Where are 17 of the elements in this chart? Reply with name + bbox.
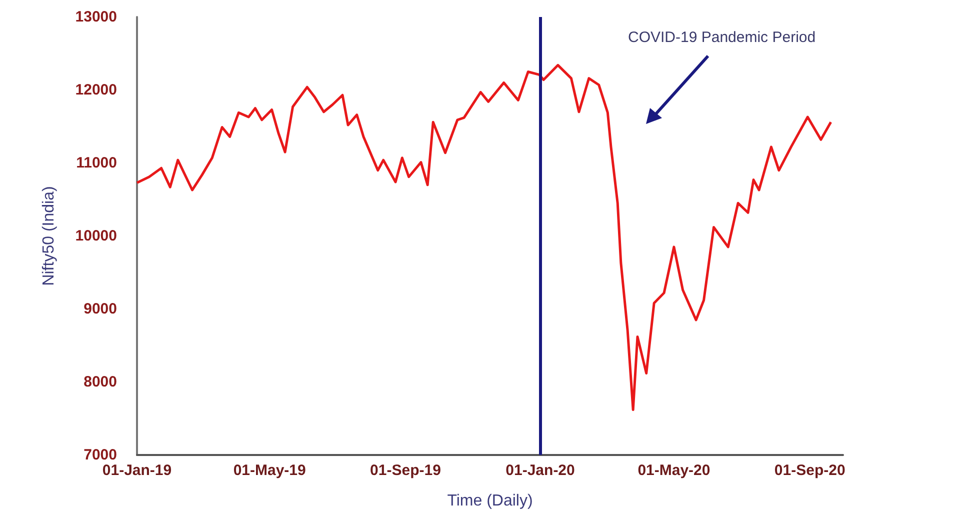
y-axis-title: Nifty50 (India)	[40, 186, 58, 286]
line-series	[136, 64, 832, 411]
x-tick-label: 01-May-19	[233, 462, 306, 479]
x-axis-title: Time (Daily)	[447, 492, 533, 510]
x-tick-label: 01-Sep-19	[370, 462, 441, 479]
y-tick-label: 10000	[75, 228, 117, 244]
y-tick-label: 13000	[75, 8, 117, 26]
y-tick-label: 9000	[84, 300, 117, 318]
annotation: COVID-19 Pandemic Period	[628, 29, 816, 46]
x-tick-label: 01-Jan-20	[506, 462, 575, 479]
x-tick-label: 01-May-20	[638, 462, 710, 479]
y-tick-label: 11000	[76, 154, 117, 172]
y-tick-label: 7000	[84, 446, 117, 464]
x-tick-label: 01-Sep-20	[774, 462, 846, 479]
y-tick-label: 8000	[84, 374, 117, 390]
y-tick-label: 12000	[75, 82, 117, 98]
x-tick-label: 01-Jan-19	[102, 462, 172, 479]
